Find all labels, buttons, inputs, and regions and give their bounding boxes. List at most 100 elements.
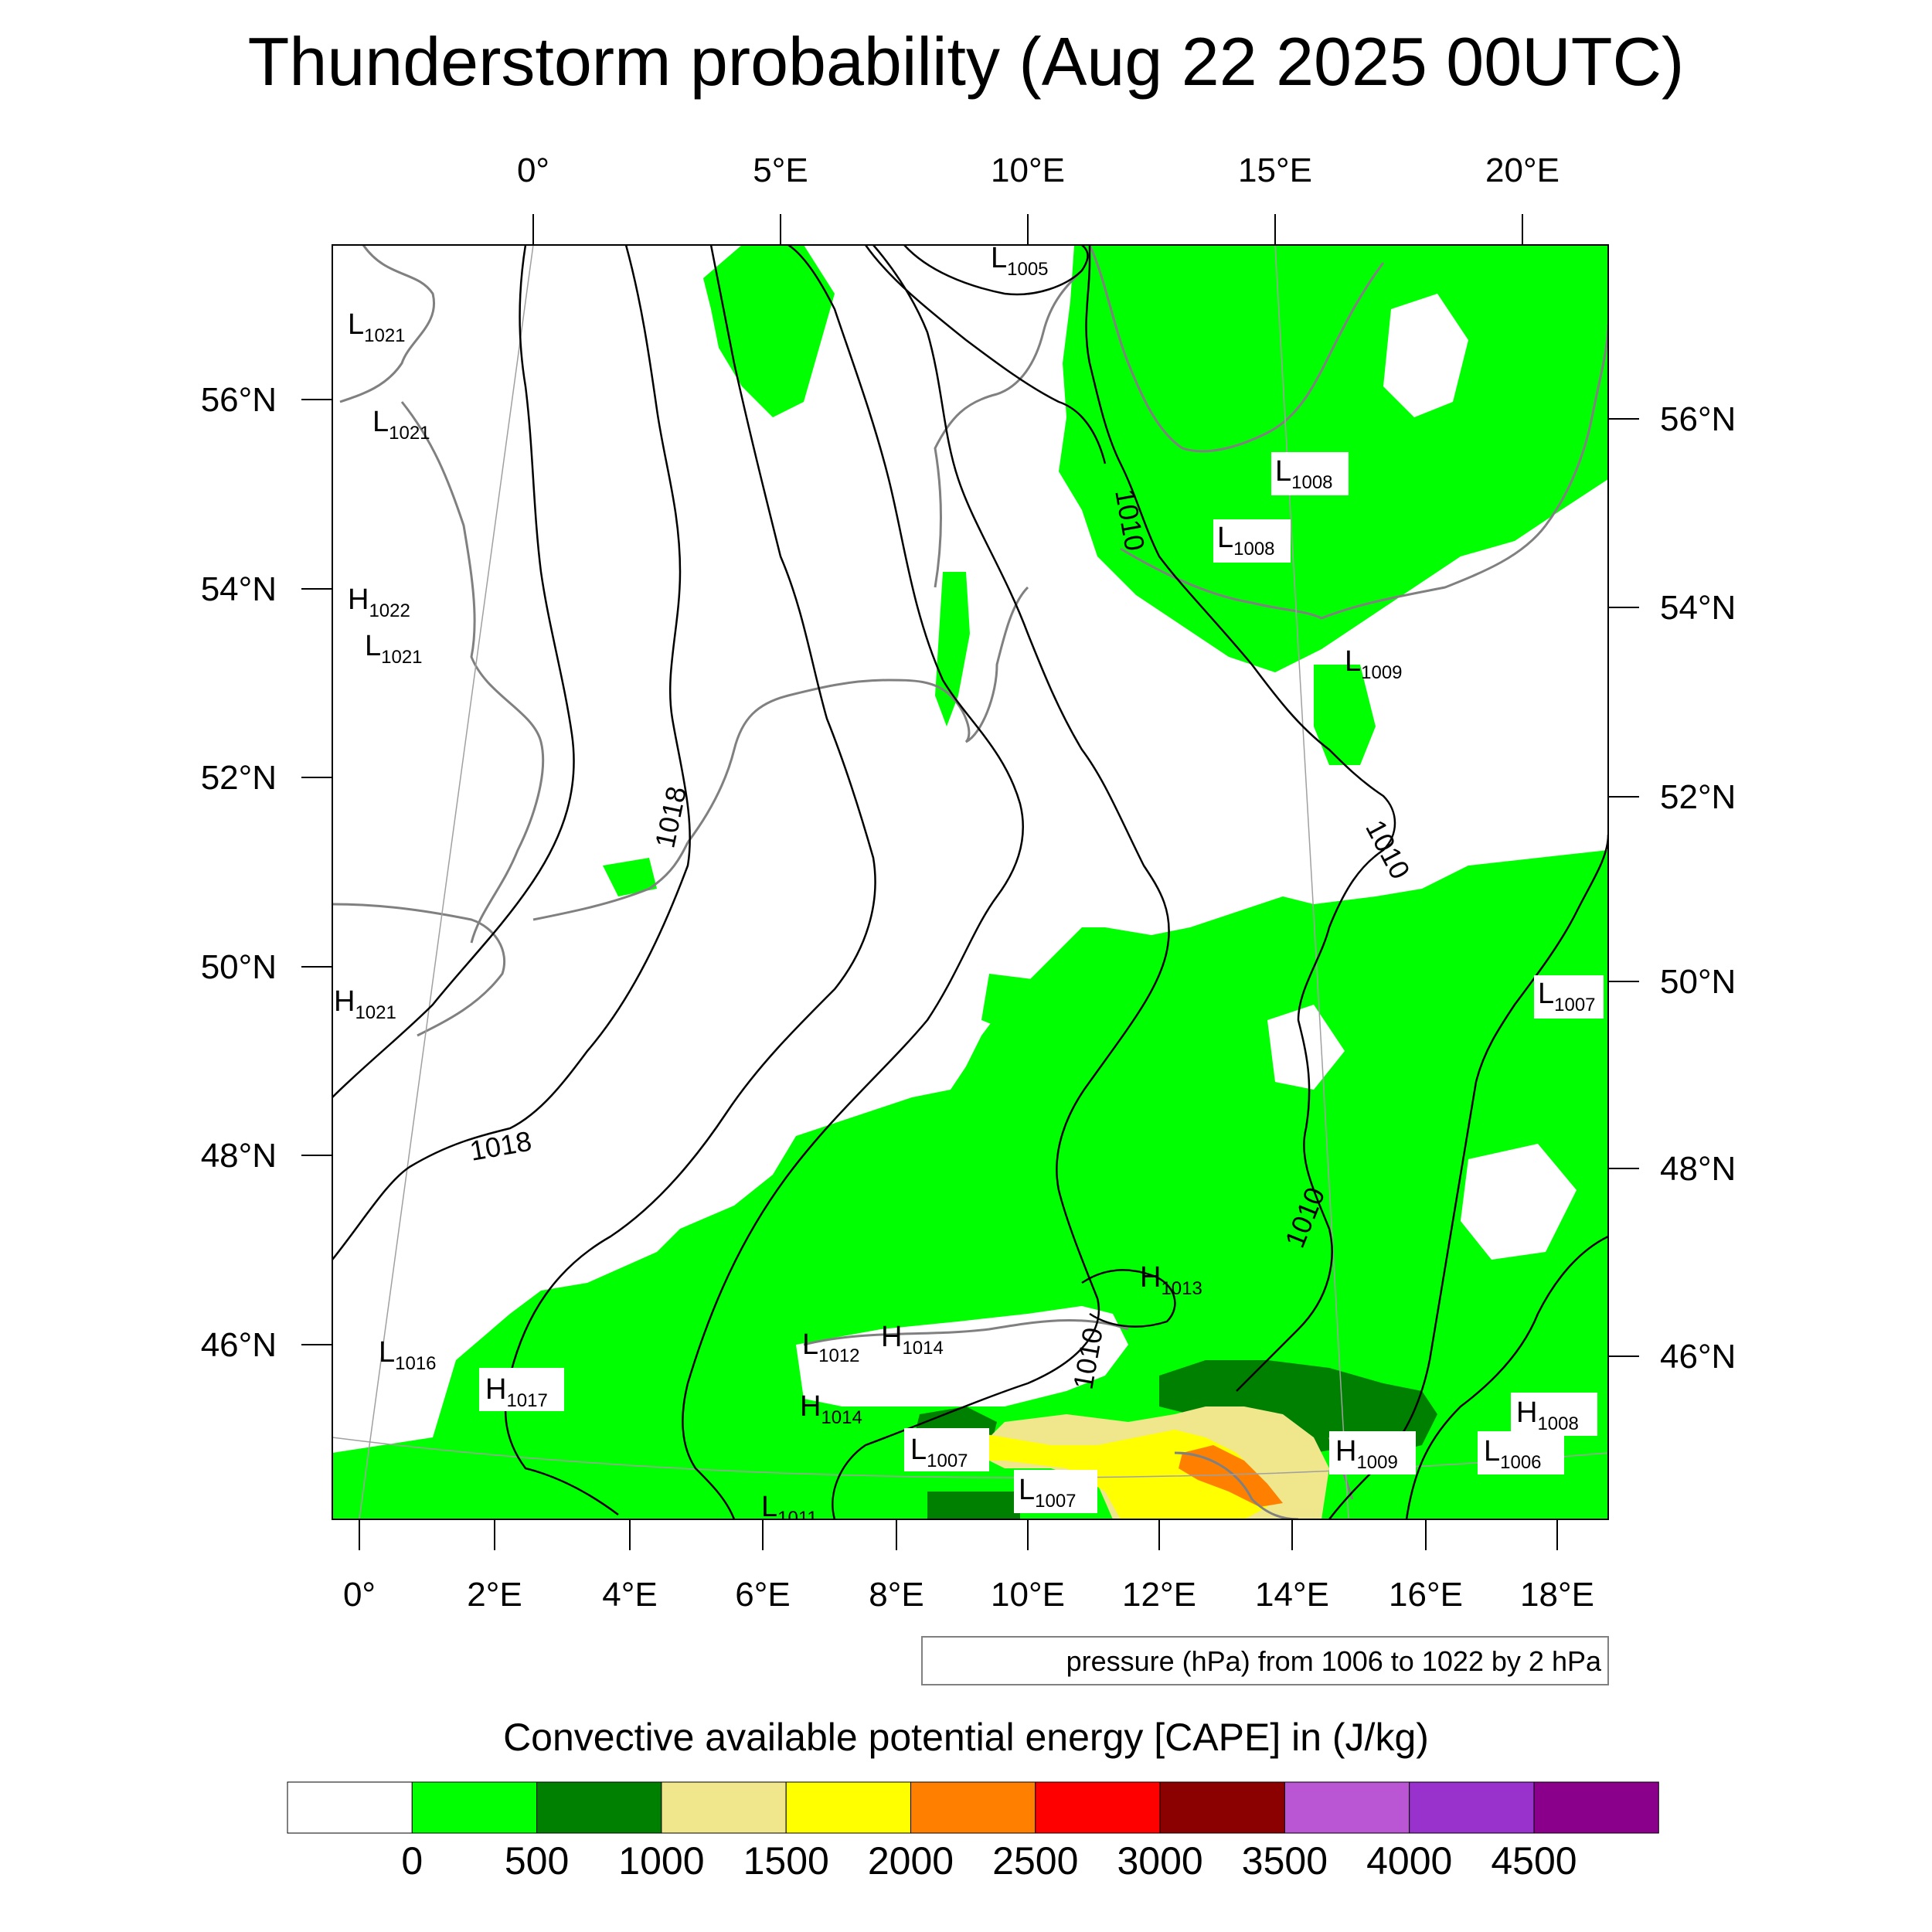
pressure-center-high: H1014 <box>881 1321 944 1359</box>
pressure-center-high: H1014 <box>800 1390 862 1428</box>
pressure-center-high: H1021 <box>334 985 396 1023</box>
isobar-1008-north <box>864 245 1107 464</box>
cape-hole-east <box>1461 1144 1577 1260</box>
pressure-center-low: L1016 <box>379 1336 437 1374</box>
isobar-1014 <box>682 245 1024 1519</box>
colorbar-tick-label: 1500 <box>743 1839 829 1883</box>
figure-title: Thunderstorm probability (Aug 22 2025 00… <box>248 23 1685 100</box>
colorbar: Convective available potential energy [C… <box>287 1716 1659 1883</box>
lat-label: 46°N <box>201 1326 277 1364</box>
cape-area-poland-east <box>1314 665 1376 765</box>
colorbar-swatch <box>1284 1781 1410 1834</box>
coast-england-east <box>400 401 545 944</box>
map-frame <box>332 244 1609 1520</box>
colorbar-tick-label: 1000 <box>618 1839 704 1883</box>
cape-area-adriatic-north <box>1159 1360 1437 1453</box>
lat-label: 50°N <box>201 948 277 986</box>
colorbar-tick-label: 2000 <box>868 1839 954 1883</box>
pressure-center-low: L1007 <box>1538 978 1596 1015</box>
coast-channel <box>332 903 506 1037</box>
cape-hole-baltic <box>1383 294 1468 417</box>
cape-area-denmark-patch <box>935 572 970 726</box>
tick-marks <box>301 214 1639 1550</box>
colorbar-tick-label: 2500 <box>992 1839 1078 1883</box>
colorbar-swatch <box>1533 1781 1659 1834</box>
lon-label: 12°E <box>1122 1576 1196 1614</box>
pressure-center-low: L1011 <box>761 1491 818 1529</box>
colorbar-swatch <box>910 1781 1036 1834</box>
pressure-center-high: H1008 <box>1516 1396 1579 1434</box>
lon-label: 14°E <box>1255 1576 1329 1614</box>
isobar-1004-alps <box>1081 1269 1176 1328</box>
cape-area-venice <box>1179 1445 1283 1507</box>
colorbar-swatch <box>287 1781 413 1834</box>
cape-hole-alps-west <box>796 1306 1128 1406</box>
contour-note: pressure (hPa) from 1006 to 1022 by 2 hP… <box>1066 1645 1602 1677</box>
isobar-1020 <box>332 245 575 1098</box>
cape-area-rhine-strip <box>603 858 657 896</box>
coast-scotland <box>339 245 436 403</box>
pressure-center-low: L1008 <box>1275 455 1333 493</box>
isobar-1012 <box>832 245 1170 1519</box>
colorbar-tick-label: 0 <box>401 1839 423 1883</box>
lat-label: 56°N <box>1660 400 1736 438</box>
lon-label: 10°E <box>991 151 1065 189</box>
pressure-center-low: L1009 <box>1345 645 1403 683</box>
pressure-centers: L1021 L1021 H1022 L1021 H1021 L1016 H101… <box>334 242 1604 1529</box>
lon-label: 6°E <box>735 1576 790 1614</box>
coast-baltic-south <box>1120 525 1547 620</box>
lon-label: 15°E <box>1238 151 1312 189</box>
pressure-center-low: L1008 <box>1217 522 1275 560</box>
coast-france-north <box>532 842 689 921</box>
coast-netherlands <box>686 679 952 843</box>
pressure-center-low: L1012 <box>802 1328 860 1366</box>
pressure-center-low: L1021 <box>365 630 423 668</box>
border-alps <box>803 1318 1129 1346</box>
colorbar-tick-label: 3000 <box>1117 1839 1202 1883</box>
pressure-center-low: L1006 <box>1484 1435 1542 1473</box>
coast-baltic-east <box>1544 324 1608 526</box>
pressure-center-high: H1013 <box>1140 1261 1202 1299</box>
pressure-center-low: L1021 <box>372 406 430 444</box>
colorbar-swatch <box>661 1781 787 1834</box>
pressure-center-low: L1007 <box>1019 1474 1077 1512</box>
top-longitude-labels: 0° 5°E 10°E 15°E 20°E <box>517 151 1560 189</box>
lon-label: 4°E <box>602 1576 657 1614</box>
lat-label: 48°N <box>201 1137 277 1175</box>
lon-label: 0° <box>517 151 549 189</box>
colorbar-swatch <box>1159 1781 1285 1834</box>
lat-label: 54°N <box>201 570 277 608</box>
lon-label: 2°E <box>467 1576 522 1614</box>
lat-label: 52°N <box>201 759 277 797</box>
pressure-center-high: H1017 <box>485 1373 548 1411</box>
right-latitude-labels: 56°N 54°N 52°N 50°N 48°N 46°N <box>1660 400 1736 1376</box>
lat-label: 50°N <box>1660 963 1736 1001</box>
colorbar-swatch <box>411 1781 538 1834</box>
lon-label: 8°E <box>869 1576 923 1614</box>
lat-label: 46°N <box>1660 1338 1736 1376</box>
colorbar-tick-label: 3500 <box>1242 1839 1328 1883</box>
lat-label: 48°N <box>1660 1150 1736 1188</box>
colorbar-tick-label: 500 <box>505 1839 569 1883</box>
map-panel: 1018 1018 1010 1010 1010 1010 L1021 L102… <box>332 242 1608 1529</box>
pressure-center-high: H1022 <box>348 583 410 621</box>
lon-label: 16°E <box>1389 1576 1463 1614</box>
lon-label: 5°E <box>753 151 808 189</box>
colorbar-swatch <box>536 1781 662 1834</box>
colorbar-tick-label: 4000 <box>1366 1839 1452 1883</box>
colorbar-tick-label: 4500 <box>1491 1839 1577 1883</box>
colorbar-swatch <box>1035 1781 1161 1834</box>
lat-label: 52°N <box>1660 778 1736 816</box>
colorbar-tick-labels: 0 500 1000 1500 2000 2500 3000 3500 4000 4500 <box>401 1839 1577 1883</box>
cape-shading-2000-2500 <box>1179 1445 1283 1507</box>
pressure-center-low: L1005 <box>991 242 1049 280</box>
cape-holes <box>796 294 1577 1406</box>
colorbar-swatch <box>785 1781 912 1834</box>
coast-germany-north <box>949 586 1029 743</box>
lat-label: 56°N <box>201 381 277 419</box>
colorbar-title: Convective available potential energy [C… <box>503 1716 1429 1759</box>
lon-label: 10°E <box>991 1576 1065 1614</box>
bottom-longitude-labels: 0° 2°E 4°E 6°E 8°E 10°E 12°E 14°E 16°E 1… <box>343 1576 1594 1614</box>
